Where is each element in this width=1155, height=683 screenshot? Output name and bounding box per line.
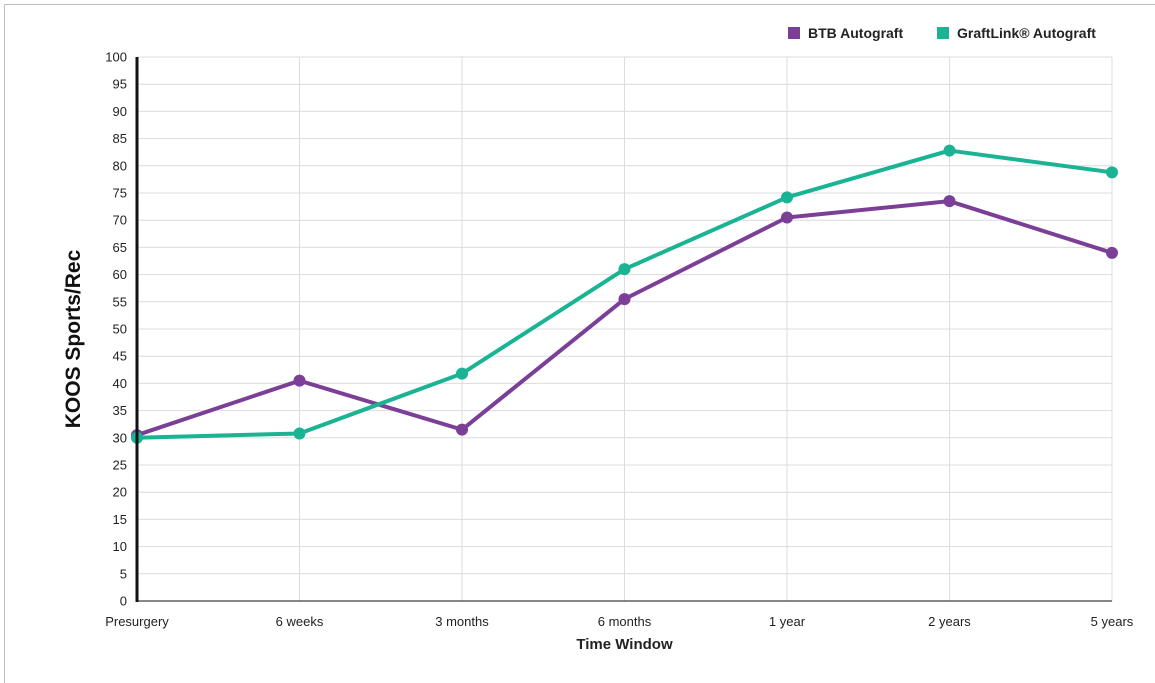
data-point — [456, 423, 468, 436]
y-tick-label: 30 — [113, 430, 127, 445]
legend-label: GraftLink® Autograft — [957, 25, 1096, 41]
y-tick-label: 85 — [113, 131, 127, 146]
y-tick-label: 100 — [105, 50, 127, 65]
y-tick-label: 0 — [120, 594, 127, 609]
x-tick-label: 2 years — [928, 614, 971, 629]
axes — [135, 57, 1112, 602]
x-axis-title: Time Window — [576, 636, 673, 653]
data-point — [781, 191, 793, 204]
y-tick-label: 55 — [113, 294, 127, 309]
data-point — [456, 367, 468, 380]
legend: BTB Autograft GraftLink® Autograft — [788, 25, 1096, 41]
y-tick-label: 20 — [113, 485, 127, 500]
y-tick-labels: 0 5 10 15 20 25 30 35 40 45 50 55 60 65 70 75 80 85 90 95 10… — [105, 50, 127, 609]
y-tick-label: 95 — [113, 77, 127, 92]
data-point — [293, 374, 306, 387]
x-tick-label: 6 weeks — [276, 614, 324, 629]
x-tick-label: Presurgery — [105, 614, 169, 629]
y-tick-label: 90 — [113, 104, 127, 119]
data-point — [781, 211, 793, 224]
data-point — [943, 144, 956, 157]
y-tick-label: 25 — [113, 458, 127, 473]
x-tick-label: 6 months — [598, 614, 652, 629]
data-point — [618, 293, 631, 306]
legend-swatch — [937, 27, 949, 39]
y-tick-label: 70 — [113, 213, 127, 228]
x-tick-label: 1 year — [769, 614, 806, 629]
x-tick-label: 5 years — [1091, 614, 1134, 629]
data-point — [943, 195, 956, 208]
y-axis-title: KOOS Sports/Rec — [62, 249, 85, 428]
x-tick-label: 3 months — [435, 614, 489, 629]
y-tick-label: 15 — [113, 512, 127, 527]
data-point — [1106, 246, 1118, 259]
y-tick-label: 50 — [113, 322, 127, 337]
y-tick-label: 40 — [113, 376, 127, 391]
y-tick-label: 75 — [113, 186, 127, 201]
data-point — [293, 427, 306, 440]
data-point — [1106, 166, 1118, 179]
data-point — [618, 263, 631, 276]
grid-lines — [137, 56, 1113, 601]
x-tick-labels: Presurgery 6 weeks 3 months 6 months 1 year 2… — [105, 614, 1134, 629]
y-tick-label: 80 — [113, 158, 127, 173]
y-tick-label: 5 — [120, 566, 127, 581]
chart-frame — [4, 4, 1155, 683]
y-tick-label: 60 — [113, 267, 127, 282]
y-tick-label: 35 — [113, 403, 127, 418]
legend-swatch — [788, 27, 800, 39]
series-2 — [131, 144, 1118, 444]
y-tick-label: 10 — [113, 539, 127, 554]
series-layer — [131, 144, 1118, 444]
y-tick-label: 45 — [113, 349, 127, 364]
y-tick-label: 65 — [113, 240, 127, 255]
legend-label: BTB Autograft — [808, 25, 903, 41]
